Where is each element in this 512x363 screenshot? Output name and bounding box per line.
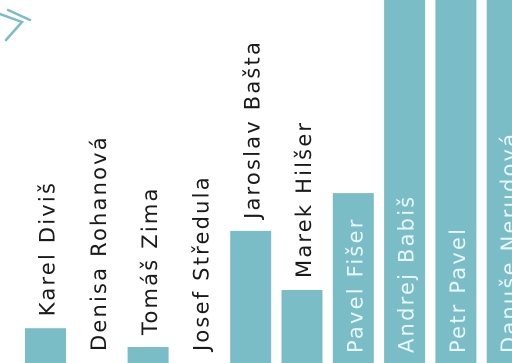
bar [332,193,374,363]
bar [435,0,477,363]
category-label: Josef Středula [189,175,213,353]
bar [384,0,426,363]
bar [281,290,323,363]
labels-layer: Karel Diviš Denisa Rohanová Tomáš Zima Jose… [36,40,512,353]
category-label: Pavel Fišer [343,217,367,353]
bar [127,347,169,363]
category-label: Petr Pavel [446,227,470,353]
category-label: Jaroslav Bašta [241,40,265,221]
category-label: Tomáš Zima [138,186,162,336]
bar [230,230,272,363]
category-label: Andrej Babiš [395,195,419,353]
decorative-corner-icon [0,8,32,42]
category-label: Denisa Rohanová [87,135,111,351]
category-label: Karel Diviš [36,181,60,316]
category-label: Danuše Nerudová [497,132,512,353]
category-label: Marek Hilšer [292,121,316,278]
bar [486,0,512,363]
bar [25,328,66,363]
bars-layer [25,0,512,363]
